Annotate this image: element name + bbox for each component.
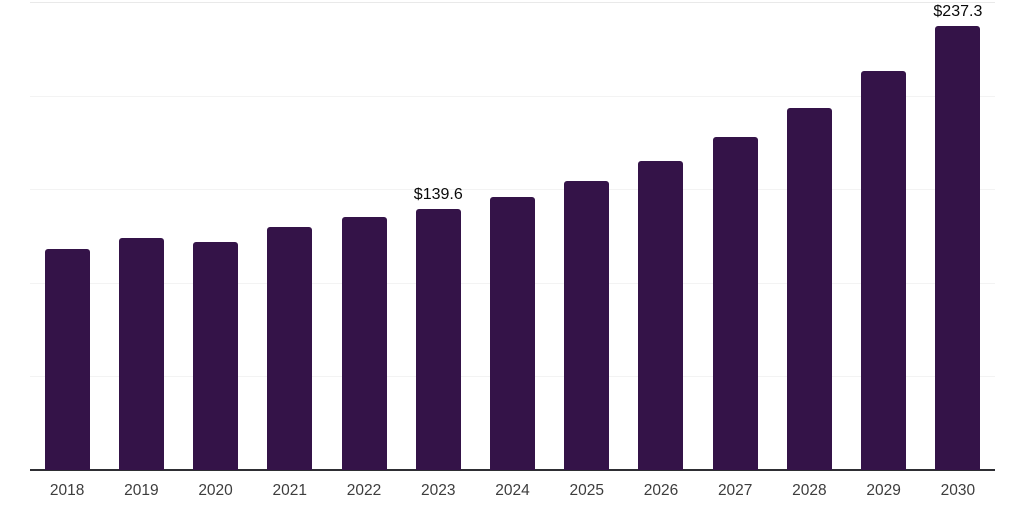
bar-2019: [118, 238, 164, 470]
x-tick-2026: 2026: [643, 482, 679, 499]
x-tick-2020: 2020: [198, 482, 233, 499]
bar-2022: [341, 216, 387, 470]
x-tick-2024: 2024: [495, 482, 530, 499]
x-tick-2021: 2021: [272, 482, 308, 499]
plot-area: $139.6 $237.3: [30, 2, 995, 471]
bar-2020: [193, 241, 239, 470]
bar-2018: [44, 248, 90, 470]
value-label-2030: $237.3: [933, 2, 983, 20]
value-label-2023: $139.6: [413, 185, 463, 203]
x-tick-2023: 2023: [421, 482, 456, 499]
x-tick-2018: 2018: [49, 482, 85, 499]
x-tick-2019: 2019: [124, 482, 159, 499]
x-tick-2027: 2027: [717, 482, 753, 499]
x-axis-tick-labels: 2018 2019 2020 2021 2022 2023 2024 2025 2026 2027…: [30, 483, 995, 503]
gridline-250: [30, 2, 995, 3]
bar-2029: [861, 70, 907, 470]
bar-2021: [267, 226, 313, 470]
bar-2028: [786, 107, 832, 470]
bar-2024: [490, 196, 535, 470]
bar-2023: [415, 208, 461, 470]
bar-2027: [712, 137, 758, 470]
x-tick-2030: 2030: [940, 482, 976, 499]
bar-2026: [638, 161, 684, 470]
x-tick-2029: 2029: [866, 482, 901, 499]
gridline-200: [30, 95, 995, 97]
bar-2030: [935, 25, 981, 470]
gridline-150: [30, 189, 995, 191]
x-axis-line: [30, 469, 995, 471]
x-tick-2025: 2025: [569, 482, 604, 499]
bar-2025: [564, 181, 610, 470]
x-tick-2022: 2022: [346, 482, 382, 499]
x-tick-2028: 2028: [792, 482, 827, 499]
